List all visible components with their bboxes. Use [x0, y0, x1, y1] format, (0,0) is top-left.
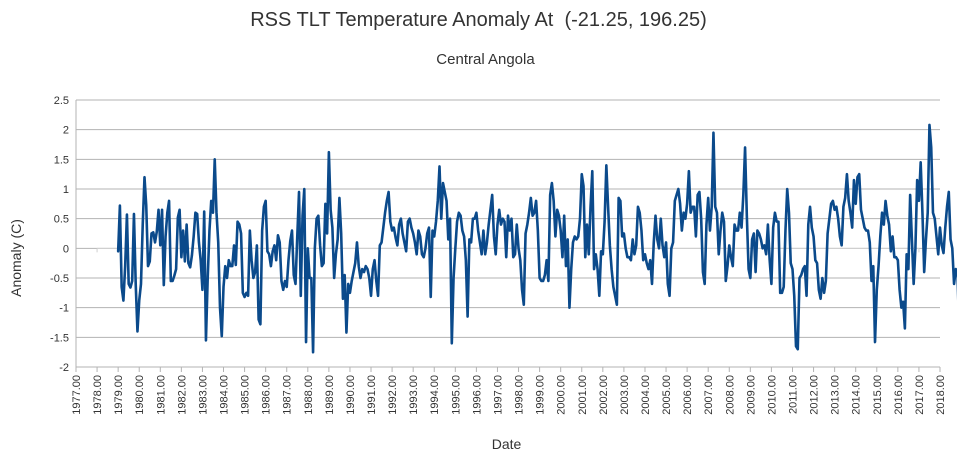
x-tick-label: 2004.00 [640, 375, 652, 415]
x-tick-label: 2018.00 [935, 375, 947, 415]
chart-subtitle: Central Angola [436, 51, 535, 68]
x-tick-label: 1993.00 [408, 375, 420, 415]
x-tick-label: 1988.00 [303, 375, 315, 415]
x-tick-label: 1982.00 [176, 375, 188, 415]
x-tick-label: 2011.00 [787, 375, 799, 414]
x-tick-label: 2002.00 [598, 375, 610, 415]
y-tick-label: 0 [63, 243, 69, 255]
x-tick-label: 1996.00 [471, 375, 483, 415]
x-tick-label: 1978.00 [92, 375, 104, 415]
x-tick-label: 1987.00 [282, 375, 294, 415]
x-tick-label: 1997.00 [492, 375, 504, 415]
x-tick-label: 2008.00 [724, 375, 736, 415]
x-tick-label: 1990.00 [345, 375, 357, 415]
x-axis-label: Date [491, 436, 522, 452]
x-tick-label: 2015.00 [872, 375, 884, 415]
y-tick-label: -2 [59, 362, 69, 374]
x-tick-label: 1994.00 [429, 375, 441, 415]
x-tick-label: 2005.00 [661, 375, 673, 415]
x-tick-label: 1986.00 [261, 375, 273, 415]
x-tick-label: 1979.00 [113, 375, 125, 415]
x-tick-label: 2007.00 [703, 375, 715, 415]
x-tick-label: 1995.00 [450, 375, 462, 415]
y-tick-label: 1.5 [54, 154, 69, 166]
x-tick-label: 2000.00 [556, 375, 568, 415]
y-tick-label: 1 [63, 184, 69, 196]
x-tick-label: 2006.00 [682, 375, 694, 415]
x-tick-label: 1980.00 [134, 375, 146, 415]
x-tick-label: 2013.00 [830, 375, 842, 415]
x-tick-label: 1989.00 [324, 375, 336, 415]
chart-title: RSS TLT Temperature Anomaly At (-21.25, … [250, 9, 707, 31]
x-tick-label: 1991.00 [366, 375, 378, 415]
y-tick-label: -0.5 [50, 273, 69, 285]
x-tick-label: 2017.00 [914, 375, 926, 415]
x-tick-label: 1999.00 [535, 375, 547, 415]
y-tick-label: -1 [59, 303, 69, 315]
x-tick-label: 1983.00 [197, 375, 209, 415]
x-tick-label: 2010.00 [766, 375, 778, 415]
x-tick-label: 2001.00 [577, 375, 589, 415]
x-tick-label: 1984.00 [219, 375, 231, 415]
y-tick-label: 2 [63, 125, 69, 137]
x-tick-label: 1977.00 [71, 375, 83, 415]
y-tick-label: -1.5 [50, 332, 69, 344]
series-line [116, 123, 957, 354]
x-tick-label: 2012.00 [809, 375, 821, 415]
x-tick-label: 1981.00 [155, 375, 167, 415]
y-tick-label: 0.5 [54, 214, 69, 226]
x-tick-label: 2009.00 [745, 375, 757, 415]
y-tick-label: 2.5 [54, 95, 69, 107]
x-tick-label: 1998.00 [514, 375, 526, 415]
x-tick-label: 1985.00 [240, 375, 252, 415]
x-tick-label: 2014.00 [851, 375, 863, 415]
x-tick-label: 2003.00 [619, 375, 631, 415]
x-tick-label: 2016.00 [893, 375, 905, 415]
x-tick-label: 1992.00 [387, 375, 399, 415]
